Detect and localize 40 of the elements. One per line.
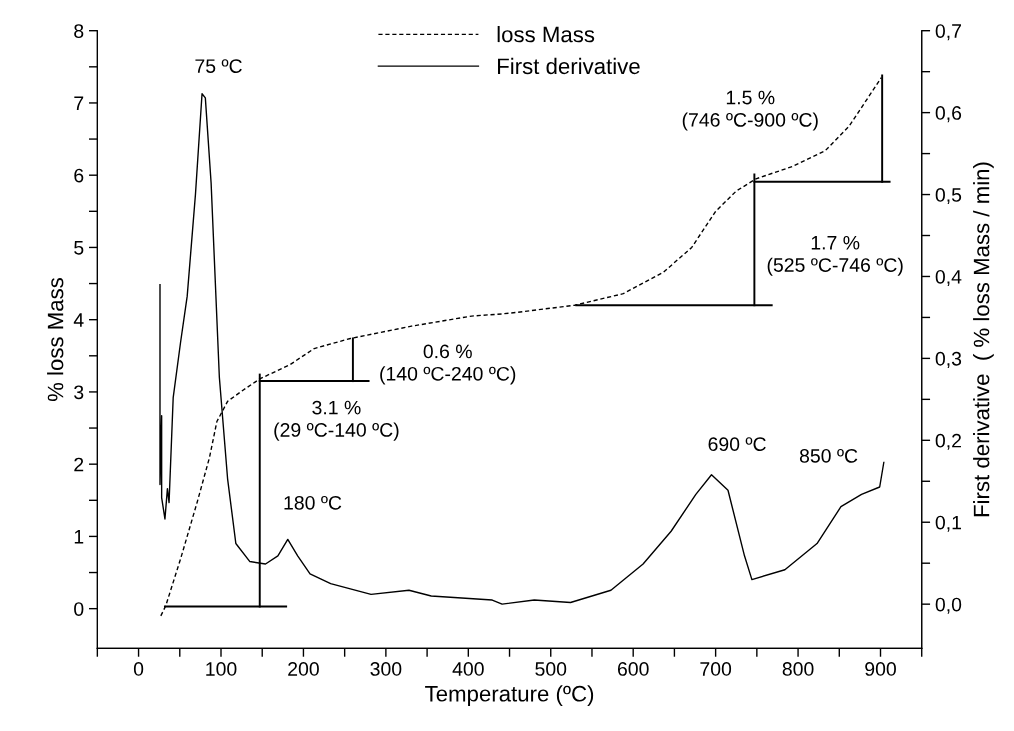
legend-label: First derivative xyxy=(498,57,640,75)
x-tick-label: 700 xyxy=(700,662,732,676)
x-tick-label: 100 xyxy=(206,662,237,676)
annotation: 690 ºC xyxy=(708,437,766,452)
y-tick-label: 5 xyxy=(74,241,84,255)
y2-tick-label: 0,0 xyxy=(935,597,962,614)
y-tick-label: 6 xyxy=(74,168,84,183)
y2-tick-label: 0,2 xyxy=(935,433,961,450)
legend-label: loss Mass xyxy=(497,25,595,43)
x-tick-label: 900 xyxy=(865,662,896,676)
y-tick-label: 2 xyxy=(74,457,84,472)
x-tick-label: 0 xyxy=(133,662,144,676)
y-tick-label: 3 xyxy=(74,385,84,400)
x-tick-label: 200 xyxy=(288,662,319,676)
annotation: 3.1 % (29 ºC-140 ºC) xyxy=(274,400,399,441)
y-tick-label: 4 xyxy=(73,313,84,327)
y2-tick-label: 0,4 xyxy=(935,269,962,286)
y-tick-label: 7 xyxy=(74,96,84,110)
annotation: 1.5 % (746 ºC-900 ºC) xyxy=(682,90,818,131)
x-tick-label: 600 xyxy=(617,662,649,676)
y-tick-label: 1 xyxy=(74,530,84,544)
y2-tick-label: 0,7 xyxy=(935,24,961,41)
x-tick-label: 300 xyxy=(370,662,402,676)
y2-tick-label: 0,5 xyxy=(935,188,962,205)
y2-axis-title: First derivative ( % loss Mass / min) xyxy=(973,162,994,517)
annotation: 180 ºC xyxy=(284,495,342,510)
y2-tick-label: 0,1 xyxy=(935,515,961,532)
annotation: 75 ºC xyxy=(195,59,242,73)
x-tick-label: 400 xyxy=(452,662,484,676)
y2-tick-label: 0,3 xyxy=(935,351,962,368)
annotation: 0.6 % (140 ºC-240 ºC) xyxy=(380,344,516,385)
x-tick-label: 800 xyxy=(782,662,814,676)
y-tick-label: 0 xyxy=(74,602,84,616)
annotation: 850 ºC xyxy=(799,448,858,463)
x-tick-label: 500 xyxy=(535,662,567,676)
x-axis-title: Temperature (ºC) xyxy=(425,685,594,706)
y2-tick-label: 0,6 xyxy=(935,106,962,123)
annotation: 1.7 % (525 ºC-746 ºC) xyxy=(767,235,903,276)
y-tick-label: 8 xyxy=(74,24,84,38)
y-axis-title: % loss Mass xyxy=(47,277,64,402)
